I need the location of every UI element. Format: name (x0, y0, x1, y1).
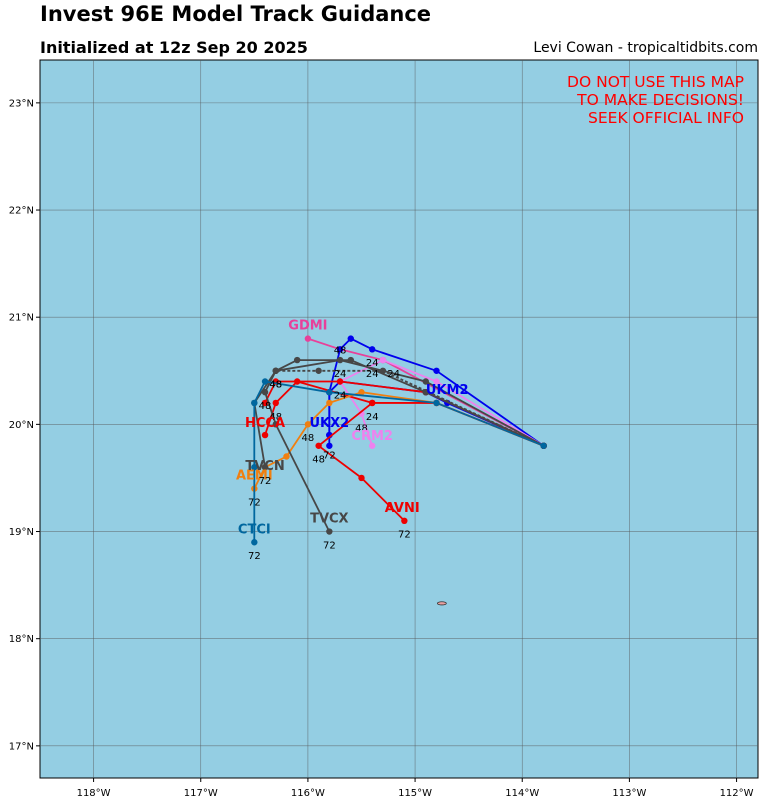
model-labels: 48GDMI24UKM22472UKX22448CRM22448HCCA4872… (236, 319, 469, 562)
island-shape (436, 601, 447, 606)
lat-tick-label: 19°N (9, 527, 34, 538)
lon-tick-label: 115°W (398, 788, 432, 799)
forecast-hour-label: 48 (302, 433, 315, 444)
track-point (315, 367, 322, 374)
track-point (272, 367, 279, 374)
lon-tick-label: 114°W (505, 788, 539, 799)
forecast-hour-label: 48 (355, 424, 368, 435)
lat-tick-label: 20°N (9, 420, 34, 431)
track-point (401, 517, 408, 525)
track-point (304, 421, 312, 428)
track-point (326, 389, 333, 396)
forecast-hour-label: 48 (269, 380, 282, 391)
page-title: Invest 96E Model Track Guidance (40, 2, 432, 26)
init-time-subtitle: Initialized at 12z Sep 20 2025 (40, 38, 308, 57)
track-point (369, 442, 376, 449)
lon-tick-label: 118°W (77, 788, 111, 799)
track-point (326, 528, 333, 535)
warning-line: SEEK OFFICIAL INFO (588, 109, 744, 127)
track-point (369, 346, 376, 353)
model-name-label: TVCX (310, 512, 349, 527)
lon-tick-label: 112°W (720, 788, 754, 799)
lon-tick-label: 116°W (291, 788, 325, 799)
lat-tick-label: 22°N (9, 206, 34, 217)
track-point (251, 399, 258, 407)
track-point (326, 442, 333, 449)
track-point (283, 453, 290, 460)
track-point (433, 367, 440, 374)
lat-tick-label: 17°N (9, 741, 34, 752)
track-point (261, 399, 269, 407)
forecast-hour-label: 48 (312, 455, 325, 466)
lon-tick-label: 113°W (612, 788, 646, 799)
track-point (433, 378, 440, 385)
track-point (336, 378, 344, 385)
track-point (369, 399, 376, 407)
track-point (261, 431, 269, 439)
forecast-hour-label: 72 (259, 476, 272, 487)
model-tracks (251, 335, 547, 546)
forecast-hour-label: 24 (366, 369, 379, 380)
forecast-hour-label: 24 (366, 412, 379, 423)
forecast-hour-label: 24 (387, 369, 400, 380)
forecast-hour-label: 72 (248, 551, 261, 562)
track-point (358, 389, 365, 396)
model-name-label: TVCN (245, 459, 284, 474)
track-point (379, 356, 387, 364)
model-name-label: GDMI (288, 319, 327, 334)
forecast-hour-label: 24 (366, 358, 379, 369)
forecast-hour-label: 72 (248, 498, 261, 509)
track-point (422, 378, 429, 385)
axis-ticks: 118°W 117°W 116°W 115°W 114°W 113°W 112°W 23°N 2… (9, 98, 754, 799)
model-name-label: UKX2 (309, 416, 349, 431)
lat-lon-grid (40, 60, 758, 778)
track-point (315, 442, 322, 449)
lat-tick-label: 21°N (9, 313, 34, 324)
track-point (336, 346, 344, 353)
track-point (272, 399, 279, 407)
credit-text: Levi Cowan - tropicaltidbits.com (533, 40, 758, 56)
forecast-hour-label: 48 (259, 401, 272, 412)
model-name-label: UKM2 (426, 383, 469, 398)
lat-tick-label: 18°N (9, 634, 34, 645)
track-point (540, 442, 547, 449)
track-point (272, 421, 279, 428)
warning-line: TO MAKE DECISIONS! (576, 91, 744, 109)
track-point (358, 474, 365, 482)
track-point (304, 335, 312, 342)
track-point (251, 539, 258, 546)
ocean-background (39, 59, 759, 779)
track-point (336, 356, 344, 364)
lat-tick-label: 23°N (9, 98, 34, 109)
track-point (261, 378, 269, 385)
track-point (326, 399, 333, 407)
track-point (293, 356, 301, 364)
track-point (251, 464, 258, 471)
track-point (433, 399, 440, 407)
forecast-hour-label: 48 (334, 345, 347, 356)
track-point (347, 335, 354, 342)
track-point (261, 389, 269, 396)
model-name-label: CTCI (238, 522, 271, 537)
lon-tick-label: 117°W (184, 788, 218, 799)
forecast-hour-label: 72 (323, 450, 336, 461)
forecast-hour-label: 24 (334, 390, 347, 401)
forecast-hour-label: 48 (269, 380, 282, 391)
forecast-hour-label: 72 (323, 540, 336, 551)
forecast-hour-label: 24 (334, 369, 347, 380)
model-track-line (339, 359, 545, 447)
forecast-hour-label: 48 (269, 412, 282, 423)
model-name-label: AVNI (385, 501, 420, 516)
warning-line: DO NOT USE THIS MAP (567, 73, 744, 91)
forecast-hour-label: 72 (398, 530, 411, 541)
model-name-label: CRM2 (351, 429, 393, 444)
track-point (379, 367, 387, 374)
model-name-label: HCCA (245, 416, 285, 431)
model-name-label: AEMI (236, 469, 273, 484)
track-point (261, 464, 269, 471)
